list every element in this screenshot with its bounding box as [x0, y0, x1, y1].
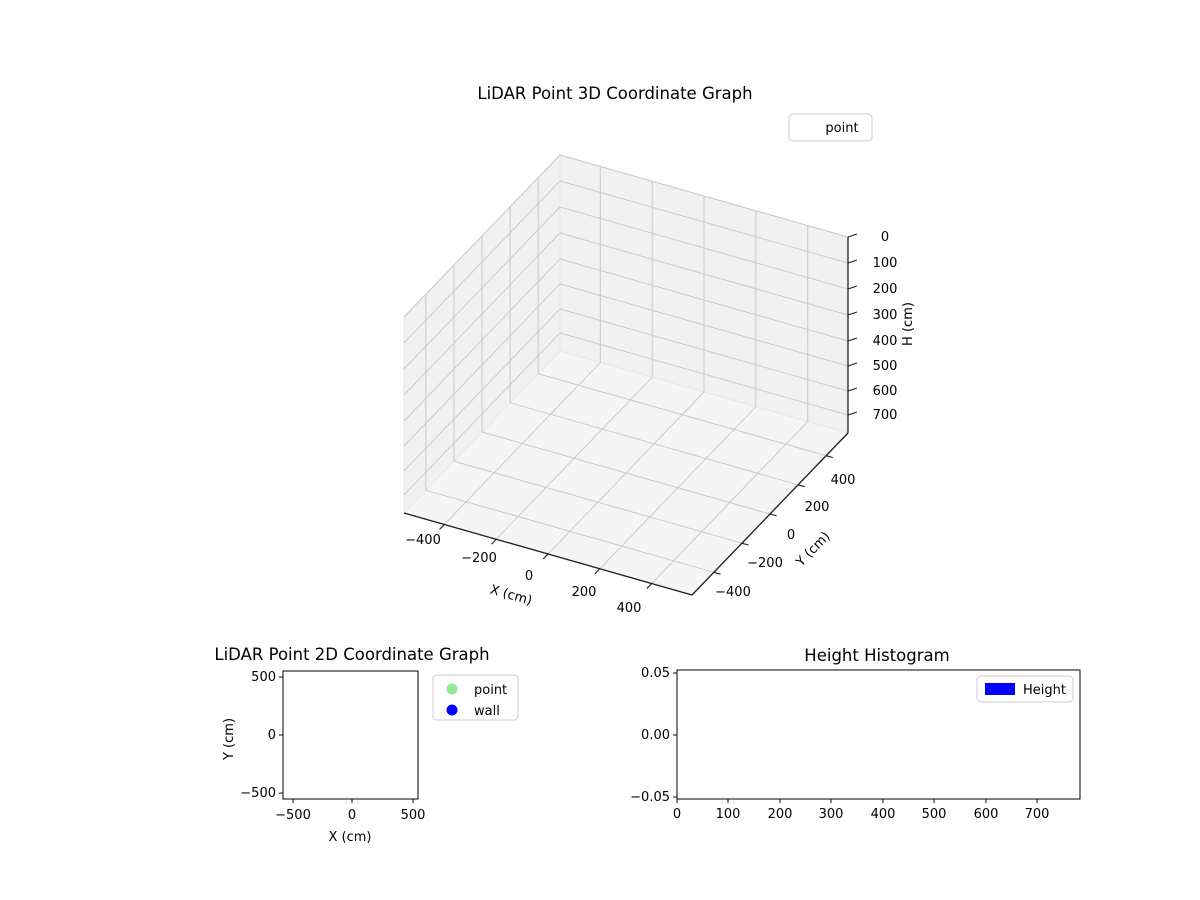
hist-tick-marks [673, 672, 1038, 803]
x-tick-label: 700 [1025, 807, 1050, 822]
x-tick-label: −500 [275, 808, 311, 823]
z-tick-label: 600 [873, 384, 898, 399]
y-tick-label: −0.05 [630, 790, 670, 805]
plot2d-x-axis-label: X (cm) [329, 830, 372, 845]
plot-3d: −400 −200 0 200 400 400 200 0 −200 −400 … [403, 84, 916, 616]
plot-histogram: 0.05 0.00 −0.05 0 100 200 300 400 500 60… [630, 646, 1081, 822]
wall-marker-icon [446, 704, 458, 716]
plot3d-title: LiDAR Point 3D Coordinate Graph [477, 84, 752, 103]
hist-legend-label-height: Height [1023, 683, 1066, 698]
y-tick-label: −200 [747, 556, 783, 571]
hist-y-tick-labels: 0.05 0.00 −0.05 [630, 666, 670, 805]
plot3d-x-tick-marks [439, 524, 653, 589]
x-tick-label: 0 [525, 569, 533, 584]
y-tick-label: 0.00 [641, 728, 670, 743]
y-tick-label: 0.05 [641, 666, 670, 681]
x-tick-label: 0 [673, 807, 681, 822]
x-tick-label: 100 [716, 807, 741, 822]
x-tick-label: 400 [871, 807, 896, 822]
plot2d-y-tick-labels: 500 0 −500 [240, 670, 276, 801]
plot2d-title: LiDAR Point 2D Coordinate Graph [214, 645, 489, 664]
plot3d-y-tick-marks [713, 455, 834, 575]
y-tick-label: 0 [787, 528, 795, 543]
plot3d-y-tick-labels: 400 200 0 −200 −400 [715, 473, 855, 600]
z-tick-label: 100 [873, 256, 898, 271]
plot3d-legend: point [788, 113, 873, 142]
plot2d-legend-label-wall: wall [474, 704, 500, 719]
plot3d-x-axis-label: X (cm) [488, 582, 533, 608]
plot2d-y-axis-label: Y (cm) [222, 718, 237, 761]
plot3d-x-gridlines [443, 166, 809, 584]
x-tick-label: 0 [348, 808, 356, 823]
x-tick-label: 300 [819, 807, 844, 822]
x-tick-label: 200 [768, 807, 793, 822]
x-tick-label: −200 [461, 551, 497, 566]
z-tick-label: 400 [873, 334, 898, 349]
x-tick-label: 600 [974, 807, 999, 822]
y-tick-label: 200 [805, 500, 830, 515]
plot3d-z-tick-labels: 0 100 200 300 400 500 600 700 [873, 230, 898, 423]
plot3d-y-axis-label: Y (cm) [793, 529, 834, 570]
y-tick-label: −500 [240, 786, 276, 801]
x-tick-label: 200 [572, 585, 597, 600]
plot3d-y-gridlines [425, 177, 827, 573]
plot3d-x-tick-labels: −400 −200 0 200 400 [405, 533, 641, 616]
z-tick-label: 200 [873, 282, 898, 297]
plot3d-z-axis-label: H (cm) [901, 302, 916, 346]
y-tick-label: 400 [831, 473, 856, 488]
z-tick-label: 300 [873, 308, 898, 323]
x-tick-label: 400 [617, 601, 642, 616]
plot2d-legend: point wall [432, 674, 519, 721]
plot2d-legend-label-point: point [474, 683, 507, 698]
hist-x-tick-labels: 0 100 200 300 400 500 600 700 [673, 807, 1050, 822]
plot3d-z-gridlines [403, 154, 849, 496]
x-tick-label: −400 [405, 533, 441, 548]
plot3d-legend-box [788, 113, 873, 142]
plot3d-legend-label-point: point [825, 121, 858, 136]
plot2d-tick-marks [279, 676, 414, 803]
plot2d-axes-frame [282, 670, 419, 800]
hist-title: Height Histogram [804, 646, 949, 665]
plot2d-x-tick-labels: −500 0 500 [275, 808, 425, 823]
x-tick-label: 500 [401, 808, 426, 823]
y-tick-label: 0 [268, 728, 276, 743]
z-tick-label: 700 [873, 408, 898, 423]
z-tick-label: 0 [881, 230, 889, 245]
x-tick-label: 500 [922, 807, 947, 822]
hist-legend-box [976, 675, 1074, 703]
height-swatch-icon [985, 683, 1015, 695]
y-tick-label: 500 [251, 670, 276, 685]
y-tick-label: −400 [715, 585, 751, 600]
hist-legend: Height [976, 675, 1074, 703]
z-tick-label: 500 [873, 359, 898, 374]
plot-2d: 500 0 −500 −500 0 500 X (cm) Y (cm) LiDA… [214, 645, 519, 845]
point-marker-icon [446, 683, 458, 695]
plot3d-z-tick-marks [847, 233, 858, 416]
